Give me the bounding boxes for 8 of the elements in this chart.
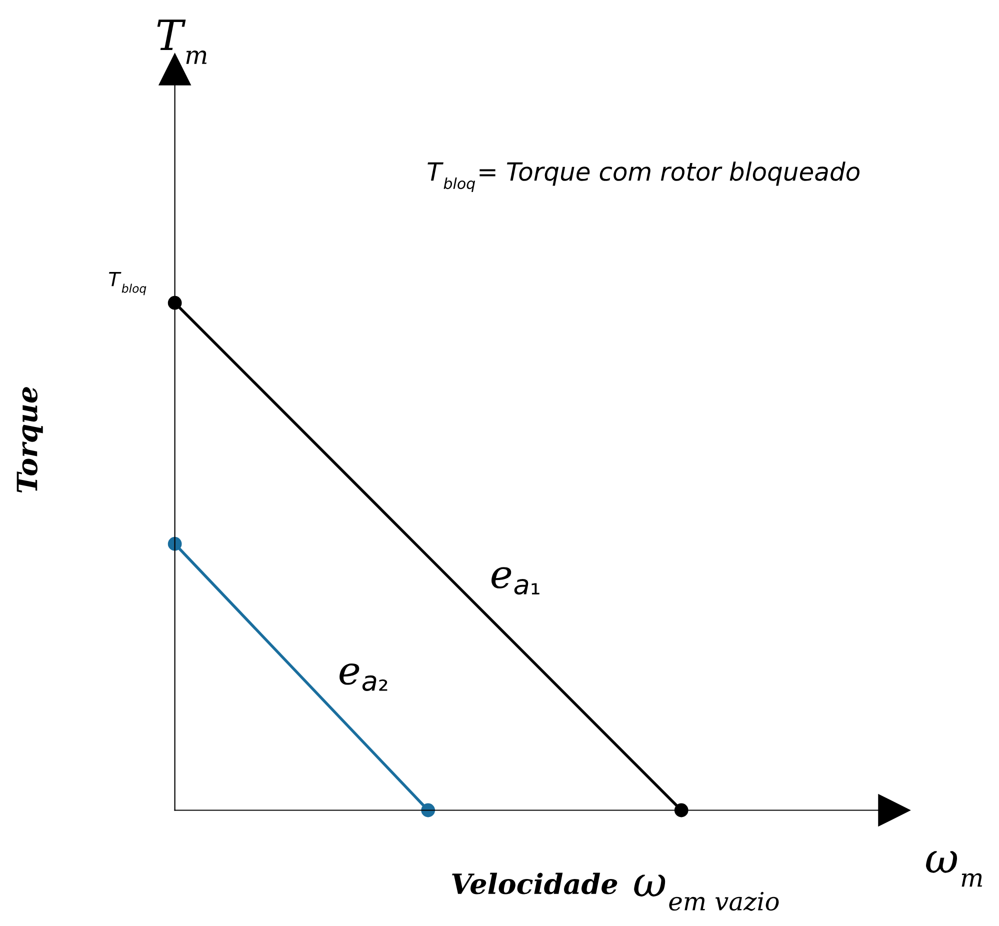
series-label: e$_{a₁}$ bbox=[492, 567, 540, 595]
y-axis-title: Torque bbox=[16, 387, 43, 493]
text: ωem vazio bbox=[634, 874, 779, 911]
text: Tm bbox=[157, 20, 207, 64]
text: ωm bbox=[926, 851, 982, 887]
text: Tbloq bbox=[108, 272, 146, 296]
x-axis-title: Velocidade bbox=[452, 872, 618, 894]
series-label: e$_{a₂}$ bbox=[340, 664, 388, 692]
